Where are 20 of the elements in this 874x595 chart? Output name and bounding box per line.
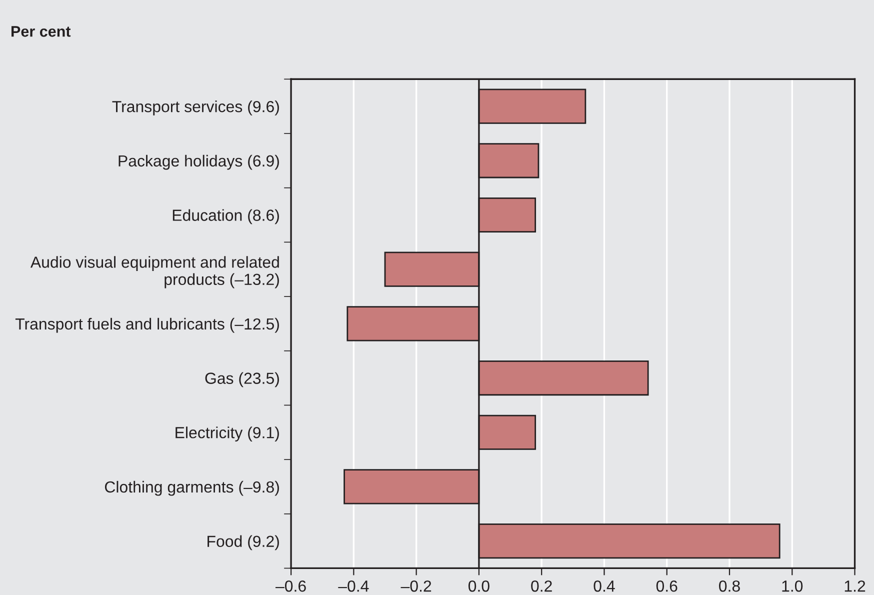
- y-tick-label: Audio visual equipment and related products (–13.2): [30, 256, 279, 288]
- x-tick-label: –0.2: [400, 580, 432, 592]
- x-tick-label: –0.6: [276, 580, 306, 592]
- x-tick-label: 0.8: [719, 580, 740, 592]
- y-tick-label: Education (8.6): [172, 209, 279, 224]
- y-tick-label: Transport fuels and lubricants (–12.5): [15, 318, 279, 333]
- x-tick-label: 1.0: [782, 580, 803, 592]
- y-tick-label: Clothing garments (–9.8): [104, 480, 279, 496]
- x-tick-label: 0.6: [656, 580, 678, 592]
- y-tick-label: Package holidays (6.9): [118, 154, 279, 170]
- x-tick-label: 0.0: [468, 580, 490, 592]
- x-tick-label: 1.2: [844, 580, 866, 592]
- x-tick-label: –0.4: [338, 580, 369, 592]
- x-tick-label: 0.2: [531, 580, 552, 592]
- x-tick-label: 0.4: [594, 580, 615, 592]
- y-tick-label: Food (9.2): [208, 535, 279, 550]
- y-tick-label: Electricity (9.1): [176, 426, 279, 442]
- x-axis-title: Per cent: [12, 26, 71, 37]
- y-tick-label: Transport services (9.6): [112, 100, 279, 116]
- y-tick-label: Gas (23.5): [205, 372, 279, 388]
